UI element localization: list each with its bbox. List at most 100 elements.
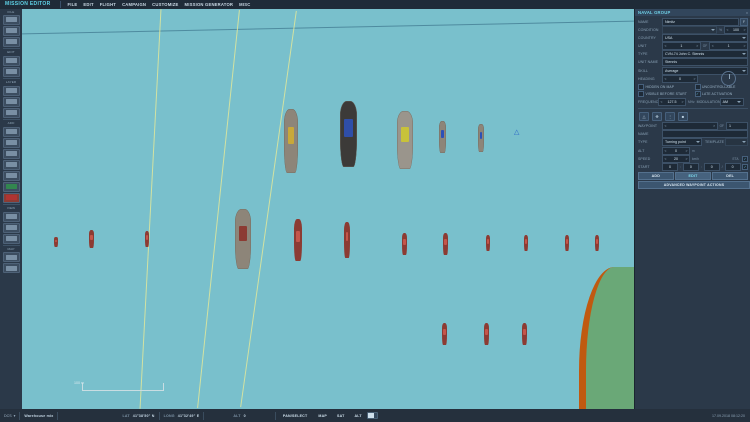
start-minutes[interactable]: 0 [682,162,699,171]
checkbox-box[interactable] [638,90,644,97]
zoom-in-icon[interactable] [2,211,20,222]
map-unit-cruiser-blue-2[interactable] [478,124,484,152]
grid-icon[interactable] [2,263,20,274]
map-unit-boat-south-1[interactable] [442,323,447,345]
mode-button-pan-select[interactable]: PAN/SELECT [282,413,308,418]
map-unit-destroyer-red-1[interactable] [294,219,302,261]
wp-alt-spinner[interactable]: < 0 > [662,146,690,155]
add-plane-icon[interactable] [2,126,20,137]
eta-lock-checkbox[interactable]: ✓ [742,155,748,162]
delete-waypoint-icon[interactable]: ■ [678,111,688,121]
name-function-button[interactable]: F [740,17,748,26]
add-trigger-icon[interactable] [2,181,20,192]
add-static-icon[interactable] [2,170,20,181]
map-unit-frigate-red-2[interactable] [443,233,448,255]
map-unit-corvette-red-2[interactable] [524,235,528,251]
map-unit-carrier-grey[interactable] [397,111,413,169]
zoom-out-icon[interactable] [2,222,20,233]
spin-right-icon[interactable]: > [696,44,699,49]
route-icon[interactable]: △ [639,111,649,121]
map-unit-destroyer-red-2[interactable] [344,222,350,258]
start-lock-checkbox[interactable]: ✓ [742,163,748,170]
advanced-waypoint-actions-button[interactable]: ADVANCED WAYPOINT ACTIONS [638,181,750,190]
map-unit-cruiser-blue-1[interactable] [439,121,446,153]
mode-button-sat[interactable]: SAT [336,413,345,418]
menu-item-customize[interactable]: CUSTOMIZE [152,2,179,7]
map-mode-icon[interactable] [2,252,20,263]
spin-right-icon[interactable]: > [681,100,684,104]
heading-dial[interactable] [721,71,736,87]
center-icon[interactable] [2,233,20,244]
waypoint-spinner[interactable]: < > [662,122,718,130]
condition-spinner[interactable]: < 100 > [724,25,748,34]
spin-right-icon[interactable]: > [685,156,688,161]
status-app[interactable]: DCS ▾ [0,409,19,422]
spin-right-icon[interactable]: > [743,44,746,49]
map-unit-carrier-dark[interactable] [340,101,357,167]
spin-right-icon[interactable]: > [713,124,716,128]
wp-name-input[interactable] [662,130,748,139]
menu-item-misc[interactable]: MISC [239,2,251,7]
map-unit-small-red-2[interactable] [145,231,149,247]
waypoint-triangle[interactable]: △ [514,129,520,136]
map-unit-patrol-red-2[interactable] [595,235,599,251]
skill-select[interactable]: Average [662,66,748,75]
start-hours[interactable]: 0 [662,162,678,171]
add-waypoint-button[interactable]: ADD [638,171,674,180]
map-unit-small-red-3[interactable] [54,237,58,247]
template-select[interactable] [725,138,748,147]
spin-left-icon[interactable]: < [660,100,663,104]
unit-index-spinner[interactable]: < 1 > [662,42,701,51]
spin-left-icon[interactable]: < [664,148,667,153]
map-unit-small-red-1[interactable] [89,230,94,248]
redo-icon[interactable] [2,66,20,77]
insert-waypoint-icon[interactable]: ⋮ [665,111,675,121]
map-unit-carrier-nimitz[interactable] [284,109,298,173]
mode-button-alt[interactable]: ALT [354,413,362,418]
spin-right-icon[interactable]: > [693,76,696,81]
map-layer-toggle[interactable] [366,412,378,419]
layer-navy-icon[interactable] [2,107,20,118]
add-helicopter-icon[interactable] [2,137,20,148]
spin-right-icon[interactable]: > [685,148,688,153]
checkbox-late-activation[interactable]: ✓ LATE ACTIVATION [694,90,749,97]
add-ship-icon[interactable] [2,148,20,159]
map-unit-boat-south-3[interactable] [522,323,527,345]
layer-air-icon[interactable] [2,96,20,107]
menu-item-edit[interactable]: EDIT [83,2,94,7]
checkbox-box[interactable] [638,83,644,90]
map-canvas[interactable]: 100 m △ [22,9,634,409]
wp-type-select[interactable]: Turning point [662,138,702,147]
start-millis[interactable]: 0 [724,162,741,171]
checkbox-uncontrollable[interactable]: UNCONTROLLABLE [694,83,749,90]
spin-right-icon[interactable]: > [743,27,746,32]
save-file-icon[interactable] [2,36,20,47]
edit-waypoint-button[interactable]: EDIT [675,171,711,180]
checkbox-visible-before-start[interactable]: VISIBLE BEFORE START [638,90,692,97]
chevron-down-icon[interactable]: ▾ [13,413,16,418]
name-input[interactable]: Nimitz [662,17,739,26]
menu-item-flight[interactable]: FLIGHT [99,2,117,7]
close-icon[interactable]: x [746,10,748,15]
modulation-select[interactable]: AM [719,98,744,106]
spin-left-icon[interactable]: < [664,76,667,81]
map-unit-boat-south-2[interactable] [484,323,489,345]
checkbox-hidden-on-map[interactable]: HIDDEN ON MAP [638,83,692,90]
type-select[interactable]: CVN-74 John C. Stennis [662,50,748,59]
new-file-icon[interactable] [2,14,20,25]
unit-name-input[interactable]: Stennis [662,58,748,67]
add-zone-icon[interactable] [2,192,20,203]
spin-left-icon[interactable]: < [711,44,714,49]
spin-left-icon[interactable]: < [664,44,667,49]
mode-button-map[interactable]: MAP [318,413,327,418]
map-unit-frigate-red-1[interactable] [402,233,407,255]
map-unit-patrol-red-1[interactable] [565,235,569,251]
start-seconds[interactable]: 0 [703,162,720,171]
frequency-spinner[interactable]: < 127.5 > [658,98,686,106]
spin-left-icon[interactable]: < [664,124,667,128]
undo-icon[interactable] [2,55,20,66]
spin-left-icon[interactable]: < [664,156,667,161]
heading-spinner[interactable]: < 0 > [662,74,698,83]
menu-item-file[interactable]: FILE [67,2,78,7]
open-file-icon[interactable] [2,25,20,36]
